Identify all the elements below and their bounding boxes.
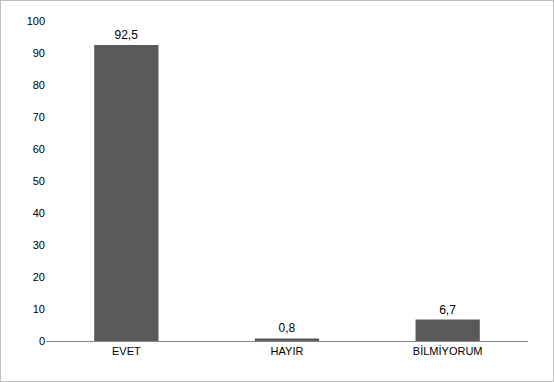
- svg-text:0,8: 0,8: [278, 321, 295, 335]
- svg-text:50: 50: [33, 175, 45, 187]
- svg-text:60: 60: [33, 143, 45, 155]
- svg-text:6,7: 6,7: [439, 303, 456, 317]
- svg-text:HAYIR: HAYIR: [271, 345, 304, 357]
- svg-text:100: 100: [27, 15, 45, 27]
- svg-text:BİLMİYORUM: BİLMİYORUM: [413, 345, 483, 357]
- svg-text:EVET: EVET: [112, 345, 141, 357]
- svg-text:40: 40: [33, 207, 45, 219]
- svg-text:10: 10: [33, 303, 45, 315]
- svg-text:0: 0: [39, 335, 45, 347]
- svg-text:92,5: 92,5: [114, 28, 138, 42]
- svg-text:20: 20: [33, 271, 45, 283]
- svg-text:70: 70: [33, 111, 45, 123]
- svg-text:30: 30: [33, 239, 45, 251]
- svg-text:90: 90: [33, 47, 45, 59]
- svg-text:80: 80: [33, 79, 45, 91]
